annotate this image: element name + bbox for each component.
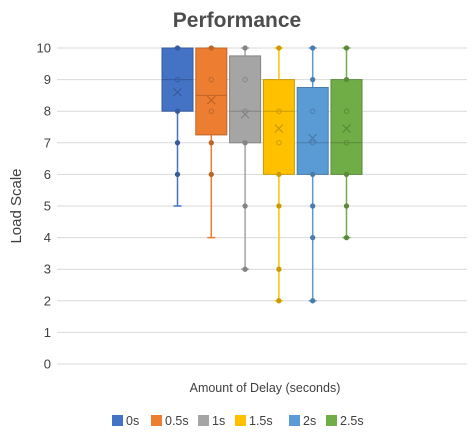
mean-marker (274, 124, 284, 134)
data-point (343, 45, 350, 51)
legend-item-0.5s: 0.5s (151, 414, 189, 428)
data-point (208, 76, 214, 83)
y-tick-label: 0 (44, 357, 51, 372)
legend-label: 1.5s (249, 414, 273, 428)
box-2.5s (330, 45, 363, 241)
box-2s (296, 45, 329, 304)
legend-label: 2.5s (340, 414, 364, 428)
data-point (343, 140, 350, 146)
y-tick-label: 6 (44, 167, 51, 182)
data-point (310, 140, 316, 146)
mean-marker (342, 124, 351, 134)
data-point (310, 45, 316, 51)
legend-item-1s: 1s (198, 414, 225, 428)
data-point (343, 203, 350, 209)
data-point (174, 171, 181, 178)
mean-marker (206, 95, 216, 105)
data-point (276, 203, 282, 209)
data-point (174, 45, 181, 51)
data-point (174, 140, 181, 146)
legend-item-1.5s: 1.5s (235, 414, 273, 428)
data-point (276, 140, 282, 146)
y-axis-label: Load Scale (8, 168, 25, 243)
legend: 0s 0.5s 1s 1.5s 2s 2.5s (112, 414, 364, 428)
mean-marker (240, 109, 250, 119)
data-point (208, 108, 214, 114)
y-tick-label: 1 (44, 325, 51, 340)
data-point (208, 171, 214, 178)
legend-label: 1s (212, 414, 225, 428)
legend-swatch (289, 415, 300, 426)
y-tick-label: 10 (37, 41, 51, 56)
data-point (242, 108, 248, 114)
data-point (208, 45, 214, 51)
mean-marker (308, 133, 318, 143)
mean-marker (173, 87, 182, 97)
y-tick-label: 8 (44, 104, 51, 119)
box-body (296, 87, 329, 175)
box-0.5s (195, 45, 228, 239)
box-1.5s (262, 45, 295, 304)
y-tick-label: 7 (44, 135, 51, 150)
legend-label: 0s (126, 414, 139, 428)
legend-swatch (235, 415, 246, 426)
y-tick-label: 2 (44, 293, 51, 308)
data-point (343, 171, 350, 178)
data-point (276, 108, 282, 114)
data-point (174, 108, 181, 114)
legend-swatch (151, 415, 162, 426)
data-point (343, 108, 350, 114)
data-point (208, 140, 214, 146)
legend-swatch (326, 415, 337, 426)
data-point (310, 298, 316, 304)
legend-item-2.5s: 2.5s (326, 414, 364, 428)
chart-title: Performance (173, 9, 301, 32)
y-tick-label: 3 (44, 262, 51, 277)
data-point (310, 203, 316, 209)
box-body (262, 79, 295, 175)
gridlines (57, 47, 467, 365)
y-tick-label: 9 (44, 72, 51, 87)
x-axis-label: Amount of Delay (seconds) (190, 381, 341, 395)
box-0s (161, 45, 194, 207)
box-body (195, 47, 228, 136)
legend-label: 2s (303, 414, 316, 428)
y-axis-ticks: 0 1 2 3 4 5 6 7 8 9 10 (37, 41, 51, 372)
data-point (310, 108, 316, 114)
data-point (174, 76, 181, 83)
y-tick-label: 5 (44, 199, 51, 214)
box-body (229, 55, 262, 144)
legend-swatch (198, 415, 209, 426)
data-point (242, 266, 248, 272)
legend-swatch (112, 415, 123, 426)
data-point (242, 45, 248, 51)
data-point (310, 76, 316, 83)
legend-item-0s: 0s (112, 414, 139, 428)
data-point (242, 203, 248, 209)
data-point (310, 234, 316, 241)
box-body (330, 79, 363, 175)
box-series (161, 45, 363, 304)
data-point (242, 140, 248, 146)
data-point (343, 234, 350, 241)
y-tick-label: 4 (44, 230, 51, 245)
data-point (276, 266, 282, 272)
data-point (276, 171, 282, 178)
data-point (343, 76, 350, 83)
legend-item-2s: 2s (289, 414, 316, 428)
data-point (310, 171, 316, 178)
data-point (276, 45, 282, 51)
box-1s (229, 45, 262, 272)
legend-label: 0.5s (165, 414, 189, 428)
data-point (276, 298, 282, 304)
data-point (242, 76, 248, 83)
